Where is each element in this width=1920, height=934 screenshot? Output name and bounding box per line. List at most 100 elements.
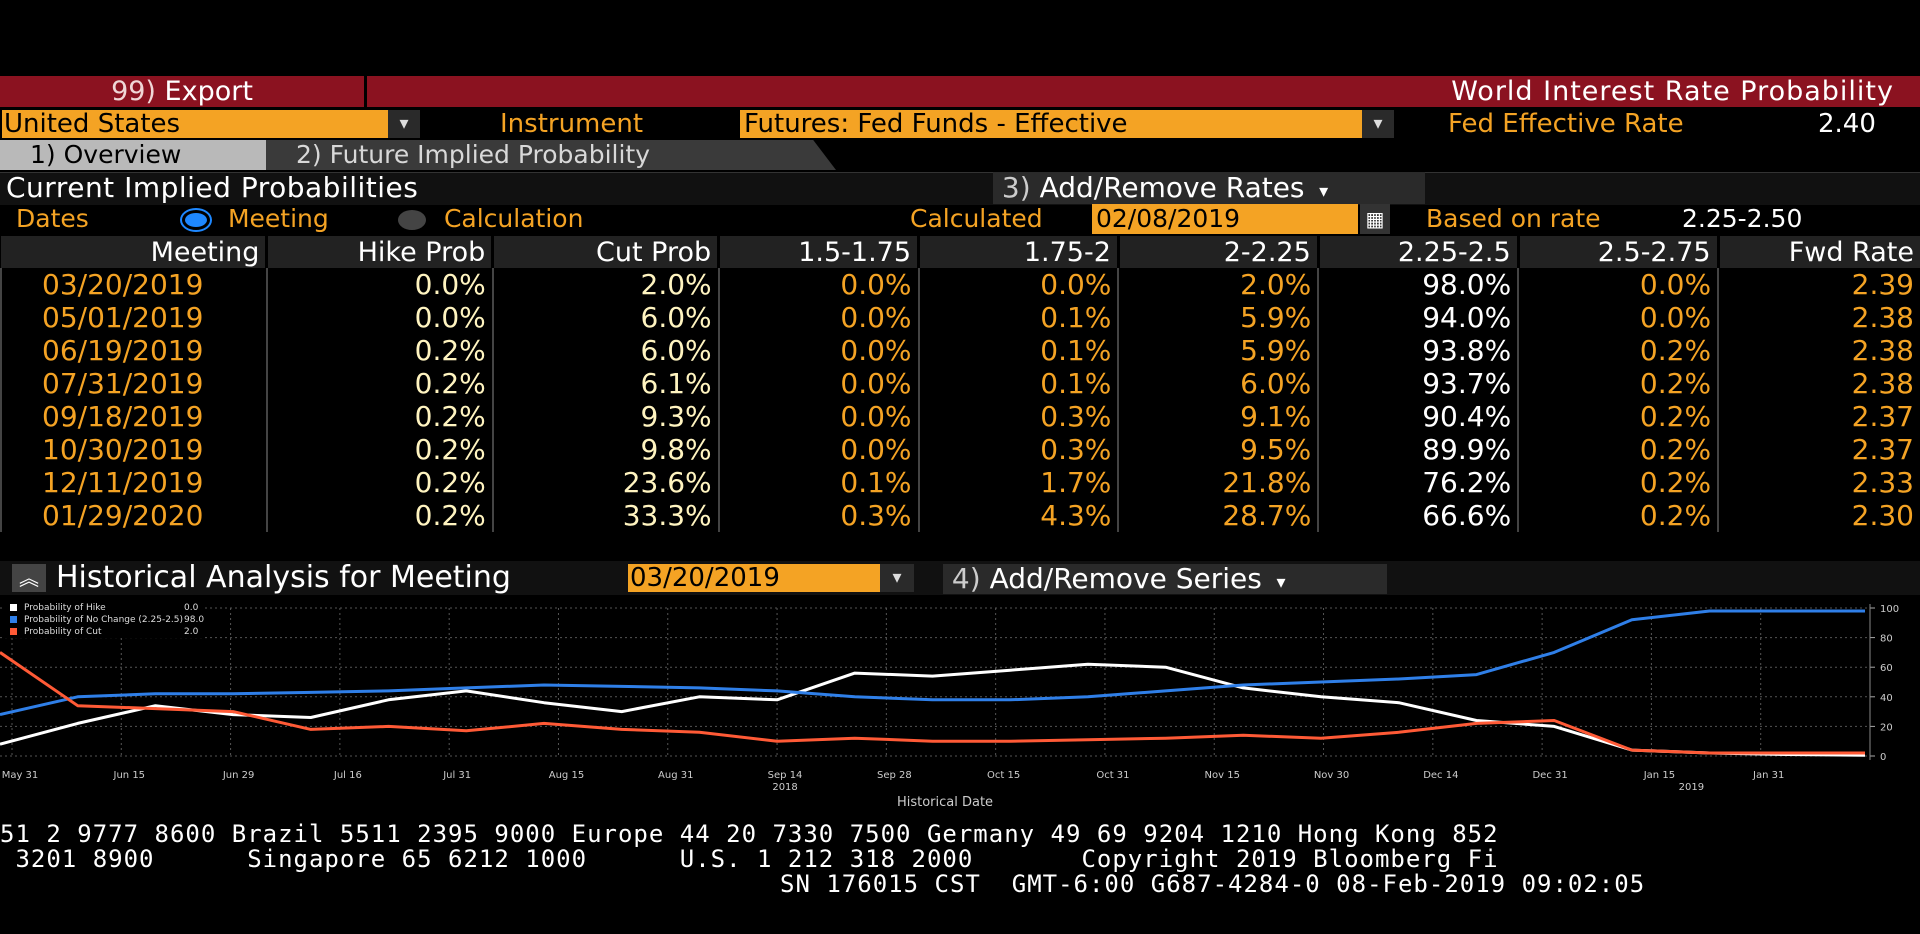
section-title: Current Implied Probabilities bbox=[6, 171, 419, 204]
export-label: Export bbox=[164, 76, 253, 107]
column-header[interactable]: Fwd Rate bbox=[1716, 236, 1920, 268]
column-header[interactable]: Hike Prob bbox=[265, 236, 493, 268]
table-cell: 0.2% bbox=[1517, 400, 1719, 433]
x-tick-label: Aug 31 bbox=[658, 770, 693, 781]
y-tick-label: 40 bbox=[1880, 693, 1893, 704]
table-cell: 0.2% bbox=[265, 466, 493, 499]
column-header[interactable]: 2.25-2.5 bbox=[1316, 236, 1519, 268]
based-on-rate-value: 2.25-2.50 bbox=[1682, 204, 1803, 233]
table-row[interactable]: 09/18/2019 0.2% 9.3% 0.0% 0.3% 9.1% 90.4% 0.2% 2… bbox=[0, 400, 1920, 433]
meeting-radio[interactable]: Meeting bbox=[182, 204, 329, 234]
x-tick-label: Jan 15 bbox=[1643, 770, 1675, 781]
footer-contacts-line1: 51 2 9777 8600 Brazil 5511 2395 9000 Eur… bbox=[0, 820, 1499, 848]
calculated-label: Calculated bbox=[910, 204, 1043, 233]
x-year-label: 2019 bbox=[1679, 782, 1704, 793]
table-cell: 0.0% bbox=[1517, 301, 1719, 334]
table-cell: 2.37 bbox=[1717, 400, 1920, 433]
export-button[interactable]: 99) Export bbox=[0, 76, 367, 107]
dates-label: Dates bbox=[16, 204, 89, 233]
table-cell: 66.6% bbox=[1317, 499, 1519, 532]
table-cell: 0.2% bbox=[265, 334, 493, 367]
tab-overview-num: 1) bbox=[30, 140, 56, 169]
table-cell: 6.1% bbox=[491, 367, 719, 400]
table-row[interactable]: 12/11/2019 0.2% 23.6% 0.1% 1.7% 21.8% 76.2% 0.2… bbox=[0, 466, 1920, 499]
x-tick-label: May 31 bbox=[2, 770, 39, 781]
column-header[interactable]: Cut Prob bbox=[491, 236, 719, 268]
add-remove-rates-num: 3) bbox=[1001, 171, 1031, 204]
section-header-bar bbox=[0, 172, 1920, 205]
table-row[interactable]: 07/31/2019 0.2% 6.1% 0.0% 0.1% 6.0% 93.7% 0.2% 2… bbox=[0, 367, 1920, 400]
column-header[interactable]: 1.5-1.75 bbox=[717, 236, 919, 268]
historical-meeting-input[interactable]: 03/20/2019 bbox=[628, 564, 880, 592]
collapse-icon[interactable]: ︽ bbox=[12, 564, 46, 592]
add-remove-rates-button[interactable]: 3) Add/Remove Rates ▾ bbox=[993, 172, 1425, 204]
table-cell: 2.0% bbox=[1117, 268, 1319, 301]
historical-chart[interactable]: 100 80 60 40 20 0 May 31 Jun 15 Jun 29 Jul 16 Jul … bbox=[0, 596, 1920, 810]
calculation-radio-label: Calculation bbox=[443, 204, 584, 233]
calculation-radio[interactable]: Calculation bbox=[398, 204, 583, 234]
meeting-date-cell: 07/31/2019 bbox=[0, 367, 267, 400]
table-cell: 0.1% bbox=[917, 367, 1119, 400]
table-cell: 2.38 bbox=[1717, 367, 1920, 400]
table-cell: 2.37 bbox=[1717, 433, 1920, 466]
column-header[interactable]: Meeting bbox=[1, 236, 267, 268]
column-header[interactable]: 2.5-2.75 bbox=[1516, 236, 1719, 268]
table-cell: 9.1% bbox=[1117, 400, 1319, 433]
legend-value: 2.0 bbox=[184, 627, 199, 637]
table-cell: 33.3% bbox=[491, 499, 719, 532]
x-tick-label: Dec 14 bbox=[1423, 770, 1458, 781]
tab-future-implied-probability[interactable]: 2) Future Implied Probability bbox=[266, 140, 836, 170]
based-on-rate-label: Based on rate bbox=[1426, 204, 1601, 233]
table-cell: 0.0% bbox=[717, 367, 919, 400]
column-header[interactable]: 1.75-2 bbox=[917, 236, 1119, 268]
table-cell: 0.0% bbox=[717, 301, 919, 334]
instrument-select[interactable]: Futures: Fed Funds - Effective bbox=[740, 110, 1362, 138]
country-select[interactable]: United States bbox=[2, 110, 388, 138]
instrument-label: Instrument bbox=[500, 109, 644, 139]
x-tick-label: Jul 31 bbox=[442, 770, 471, 781]
chevron-down-icon: ▾ bbox=[1313, 181, 1329, 202]
x-tick-label: Jun 29 bbox=[222, 770, 255, 781]
instrument-dropdown-button[interactable]: ▾ bbox=[1362, 110, 1394, 138]
table-header-row: Meeting Hike Prob Cut Prob 1.5-1.75 1.75… bbox=[1, 236, 1920, 268]
x-tick-label: Sep 14 bbox=[768, 770, 803, 781]
legend-label: Probability of Cut bbox=[24, 627, 102, 637]
table-cell: 0.0% bbox=[717, 334, 919, 367]
table-cell: 9.3% bbox=[491, 400, 719, 433]
tab-overview-label: Overview bbox=[63, 140, 182, 169]
y-tick-label: 100 bbox=[1880, 604, 1899, 615]
table-cell: 4.3% bbox=[917, 499, 1119, 532]
country-dropdown-button[interactable]: ▾ bbox=[388, 110, 420, 138]
table-cell: 0.0% bbox=[717, 268, 919, 301]
historical-title: Historical Analysis for Meeting bbox=[56, 560, 511, 595]
calculated-date-input[interactable]: 02/08/2019 bbox=[1092, 204, 1358, 234]
series-line-1 bbox=[0, 609, 1865, 717]
table-cell: 0.1% bbox=[917, 301, 1119, 334]
table-row[interactable]: 03/20/2019 0.0% 2.0% 0.0% 0.0% 2.0% 98.0% 0.0% 2… bbox=[0, 268, 1920, 301]
table-cell: 9.8% bbox=[491, 433, 719, 466]
table-cell: 0.2% bbox=[265, 367, 493, 400]
x-tick-label: Oct 31 bbox=[1096, 770, 1129, 781]
table-cell: 0.3% bbox=[917, 433, 1119, 466]
table-cell: 2.33 bbox=[1717, 466, 1920, 499]
table-cell: 94.0% bbox=[1317, 301, 1519, 334]
table-row[interactable]: 05/01/2019 0.0% 6.0% 0.0% 0.1% 5.9% 94.0% 0.0% 2… bbox=[0, 301, 1920, 334]
table-row[interactable]: 10/30/2019 0.2% 9.8% 0.0% 0.3% 9.5% 89.9% 0.2% 2… bbox=[0, 433, 1920, 466]
add-remove-series-button[interactable]: 4) Add/Remove Series ▾ bbox=[943, 564, 1387, 594]
calendar-icon[interactable]: ▦ bbox=[1360, 204, 1390, 234]
x-tick-label: Oct 15 bbox=[987, 770, 1020, 781]
table-cell: 0.2% bbox=[265, 499, 493, 532]
table-cell: 2.39 bbox=[1717, 268, 1920, 301]
table-cell: 98.0% bbox=[1317, 268, 1519, 301]
meeting-date-cell: 03/20/2019 bbox=[0, 268, 267, 301]
table-row[interactable]: 01/29/2020 0.2% 33.3% 0.3% 4.3% 28.7% 66.6% 0.2… bbox=[0, 499, 1920, 532]
fed-rate-label: Fed Effective Rate bbox=[1448, 109, 1684, 139]
meeting-dropdown-button[interactable]: ▾ bbox=[880, 564, 914, 592]
table-cell: 9.5% bbox=[1117, 433, 1319, 466]
column-header[interactable]: 2-2.25 bbox=[1116, 236, 1319, 268]
legend-value: 98.0 bbox=[184, 615, 204, 625]
fed-rate-value: 2.40 bbox=[1818, 109, 1876, 139]
tab-overview[interactable]: 1) Overview bbox=[0, 140, 292, 170]
table-row[interactable]: 06/19/2019 0.2% 6.0% 0.0% 0.1% 5.9% 93.8% 0.2% 2… bbox=[0, 334, 1920, 367]
x-axis-label: Historical Date bbox=[897, 795, 993, 810]
